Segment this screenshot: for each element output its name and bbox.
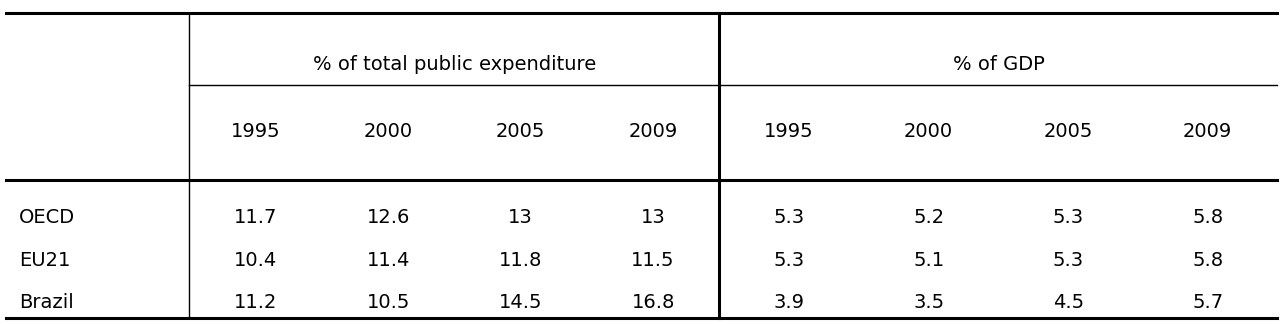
Text: OECD: OECD bbox=[19, 208, 76, 226]
Text: 10.4: 10.4 bbox=[234, 251, 278, 270]
Text: 5.3: 5.3 bbox=[773, 251, 805, 270]
Text: 14.5: 14.5 bbox=[499, 294, 543, 312]
Text: 11.4: 11.4 bbox=[366, 251, 410, 270]
Text: 5.3: 5.3 bbox=[773, 208, 805, 226]
Text: 2009: 2009 bbox=[1183, 122, 1233, 141]
Text: % of total public expenditure: % of total public expenditure bbox=[312, 55, 596, 74]
Text: EU21: EU21 bbox=[19, 251, 70, 270]
Text: 13: 13 bbox=[641, 208, 666, 226]
Text: 5.1: 5.1 bbox=[913, 251, 945, 270]
Text: 13: 13 bbox=[508, 208, 532, 226]
Text: 5.7: 5.7 bbox=[1192, 294, 1224, 312]
Text: % of GDP: % of GDP bbox=[952, 55, 1044, 74]
Text: 2009: 2009 bbox=[628, 122, 677, 141]
Text: 3.9: 3.9 bbox=[773, 294, 805, 312]
Text: 11.8: 11.8 bbox=[499, 251, 543, 270]
Text: 12.6: 12.6 bbox=[366, 208, 410, 226]
Text: 16.8: 16.8 bbox=[631, 294, 675, 312]
Text: 3.5: 3.5 bbox=[913, 294, 945, 312]
Text: Brazil: Brazil bbox=[19, 294, 74, 312]
Text: 5.8: 5.8 bbox=[1192, 208, 1224, 226]
Text: 1995: 1995 bbox=[230, 122, 280, 141]
Text: 10.5: 10.5 bbox=[366, 294, 410, 312]
Text: 11.7: 11.7 bbox=[234, 208, 278, 226]
Text: 2000: 2000 bbox=[904, 122, 954, 141]
Text: 5.3: 5.3 bbox=[1052, 251, 1084, 270]
Text: 11.5: 11.5 bbox=[631, 251, 675, 270]
Text: 11.2: 11.2 bbox=[234, 294, 278, 312]
Text: 2005: 2005 bbox=[495, 122, 545, 141]
Text: 2005: 2005 bbox=[1043, 122, 1093, 141]
Text: 4.5: 4.5 bbox=[1052, 294, 1084, 312]
Text: 1995: 1995 bbox=[764, 122, 814, 141]
Text: 5.8: 5.8 bbox=[1192, 251, 1224, 270]
Text: 5.3: 5.3 bbox=[1052, 208, 1084, 226]
Text: 2000: 2000 bbox=[364, 122, 412, 141]
Text: 5.2: 5.2 bbox=[913, 208, 945, 226]
